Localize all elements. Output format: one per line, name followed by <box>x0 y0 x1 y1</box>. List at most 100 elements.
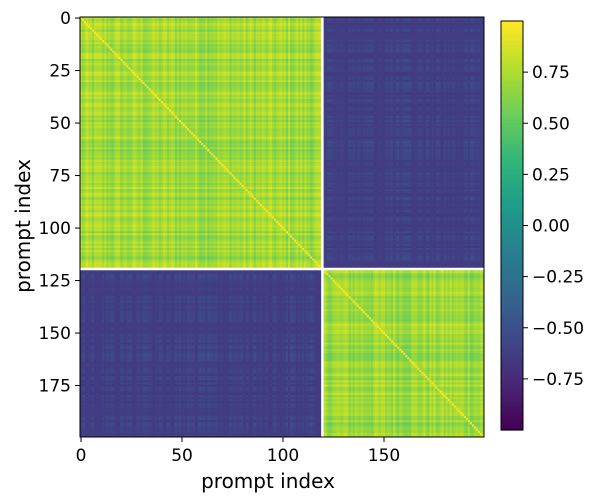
heatmap-cell <box>211 28 213 30</box>
heatmap-cell <box>359 23 361 25</box>
heatmap-cell <box>462 23 464 25</box>
heatmap-cell <box>282 21 284 23</box>
heatmap-cell <box>375 21 377 23</box>
heatmap-cell <box>427 23 429 25</box>
heatmap-cell <box>90 23 92 25</box>
heatmap-cell <box>195 23 197 25</box>
heatmap-cell <box>423 19 425 21</box>
heatmap-cell <box>357 19 359 21</box>
heatmap-cell <box>464 21 466 23</box>
heatmap-cell <box>306 21 308 23</box>
heatmap-cell <box>98 21 100 23</box>
heatmap-cell <box>227 23 229 25</box>
heatmap-cell <box>244 25 246 27</box>
heatmap-cell <box>147 19 149 21</box>
heatmap-cell <box>181 23 183 25</box>
heatmap-cell <box>284 21 286 23</box>
heatmap-cell <box>401 21 403 23</box>
heatmap-cell <box>268 23 270 25</box>
heatmap-cell <box>290 23 292 25</box>
heatmap-cell <box>318 25 320 27</box>
heatmap-cell <box>353 21 355 23</box>
heatmap-cell <box>431 21 433 23</box>
heatmap-cell <box>131 28 133 30</box>
heatmap-cell <box>84 25 86 27</box>
heatmap-cell <box>391 23 393 25</box>
heatmap-cell <box>423 25 425 27</box>
heatmap-cell <box>450 25 452 27</box>
heatmap-cell <box>260 21 262 23</box>
heatmap-cell <box>131 21 133 23</box>
heatmap-cell <box>300 23 302 25</box>
heatmap-cell <box>82 23 84 25</box>
heatmap-cell <box>442 23 444 25</box>
heatmap-cell <box>341 23 343 25</box>
heatmap-cell <box>419 25 421 27</box>
heatmap-cell <box>272 23 274 25</box>
heatmap-cell <box>266 19 268 21</box>
heatmap-cell <box>86 21 88 23</box>
heatmap-cell <box>442 25 444 27</box>
heatmap-cell <box>102 25 104 27</box>
heatmap-cell <box>108 25 110 27</box>
heatmap-cell <box>389 23 391 25</box>
heatmap-cell <box>232 28 234 30</box>
heatmap-cell <box>100 23 102 25</box>
heatmap-cell <box>135 23 137 25</box>
heatmap-cell <box>244 19 246 21</box>
heatmap-cell <box>223 25 225 27</box>
heatmap-cell <box>199 23 201 25</box>
heatmap-cell <box>181 21 183 23</box>
heatmap-cell <box>215 23 217 25</box>
heatmap-cell <box>335 25 337 27</box>
heatmap-cell <box>294 23 296 25</box>
heatmap-cell <box>100 19 102 21</box>
heatmap-cell <box>133 23 135 25</box>
heatmap-cell <box>324 19 326 21</box>
heatmap-cell <box>423 23 425 25</box>
heatmap-cell <box>272 25 274 27</box>
heatmap-cell <box>256 23 258 25</box>
heatmap-cell <box>203 25 205 27</box>
heatmap-cell <box>215 28 217 30</box>
heatmap-cell <box>165 25 167 27</box>
heatmap-cell <box>316 23 318 25</box>
heatmap-cell <box>187 21 189 23</box>
heatmap-cell <box>116 23 118 25</box>
heatmap-cell <box>179 19 181 21</box>
heatmap-cell <box>250 23 252 25</box>
heatmap-cell <box>209 19 211 21</box>
heatmap-cell <box>256 28 258 30</box>
heatmap-cell <box>187 23 189 25</box>
heatmap-cell <box>104 28 106 30</box>
heatmap-cell <box>260 23 262 25</box>
heatmap-cell <box>413 21 415 23</box>
heatmap-cell <box>462 25 464 27</box>
heatmap-cell <box>84 19 86 21</box>
heatmap-cell <box>256 25 258 27</box>
heatmap-cell <box>189 19 191 21</box>
heatmap-cell <box>298 25 300 27</box>
heatmap-cell <box>137 28 139 30</box>
heatmap-cell <box>316 21 318 23</box>
heatmap-cell <box>389 21 391 23</box>
heatmap-cell <box>349 25 351 27</box>
heatmap-cell <box>458 23 460 25</box>
heatmap-cell <box>185 23 187 25</box>
heatmap-cell <box>427 21 429 23</box>
heatmap-cell <box>124 25 126 27</box>
heatmap-cell <box>94 19 96 21</box>
heatmap-cell <box>460 21 462 23</box>
heatmap-cell <box>120 28 122 30</box>
heatmap-cell <box>296 19 298 21</box>
heatmap-cell <box>179 21 181 23</box>
heatmap-cell <box>264 28 266 30</box>
heatmap-cell <box>427 19 429 21</box>
heatmap-cell <box>306 25 308 27</box>
heatmap-cell <box>124 21 126 23</box>
heatmap-cell <box>92 25 94 27</box>
heatmap-cell <box>415 23 417 25</box>
heatmap-cell <box>128 25 130 27</box>
heatmap-cell <box>236 19 238 21</box>
heatmap-cell <box>401 19 403 21</box>
